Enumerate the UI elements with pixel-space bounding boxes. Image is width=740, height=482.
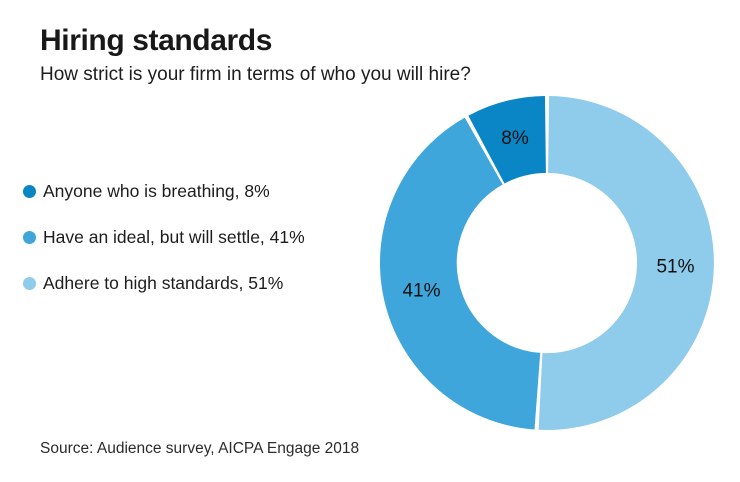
legend-item-have-ideal: Have an ideal, but will settle, 41% xyxy=(23,227,305,247)
slice-value-label-have-an-ideal-but-will-settle: 41% xyxy=(402,281,440,302)
legend-dot-icon xyxy=(23,230,36,244)
donut-slice-have-an-ideal-but-will-settle xyxy=(380,117,542,430)
slice-value-label-anyone-who-is-breathing: 8% xyxy=(501,128,529,149)
slice-value-label-adhere-to-high-standards: 51% xyxy=(656,257,694,278)
donut-chart: 51% 41% 8% xyxy=(380,96,714,430)
source-note: Source: Audience survey, AICPA Engage 20… xyxy=(40,440,360,457)
legend-dot-icon xyxy=(23,276,36,290)
donut-slice-adhere-to-high-standards xyxy=(538,96,714,430)
legend-label: Have an ideal, but will settle, 41% xyxy=(43,226,305,247)
page-title: Hiring standards xyxy=(40,24,272,57)
legend-item-anyone-breathing: Anyone who is breathing, 8% xyxy=(23,181,305,201)
donut-slice-anyone-who-is-breathing xyxy=(468,96,548,185)
legend-item-high-standards: Adhere to high standards, 51% xyxy=(23,273,305,293)
legend-label: Adhere to high standards, 51% xyxy=(43,272,284,293)
chart-subtitle: How strict is your firm in terms of who … xyxy=(40,64,471,85)
legend-label: Anyone who is breathing, 8% xyxy=(43,180,270,201)
legend: Anyone who is breathing, 8% Have an idea… xyxy=(23,181,305,293)
legend-dot-icon xyxy=(23,184,36,198)
